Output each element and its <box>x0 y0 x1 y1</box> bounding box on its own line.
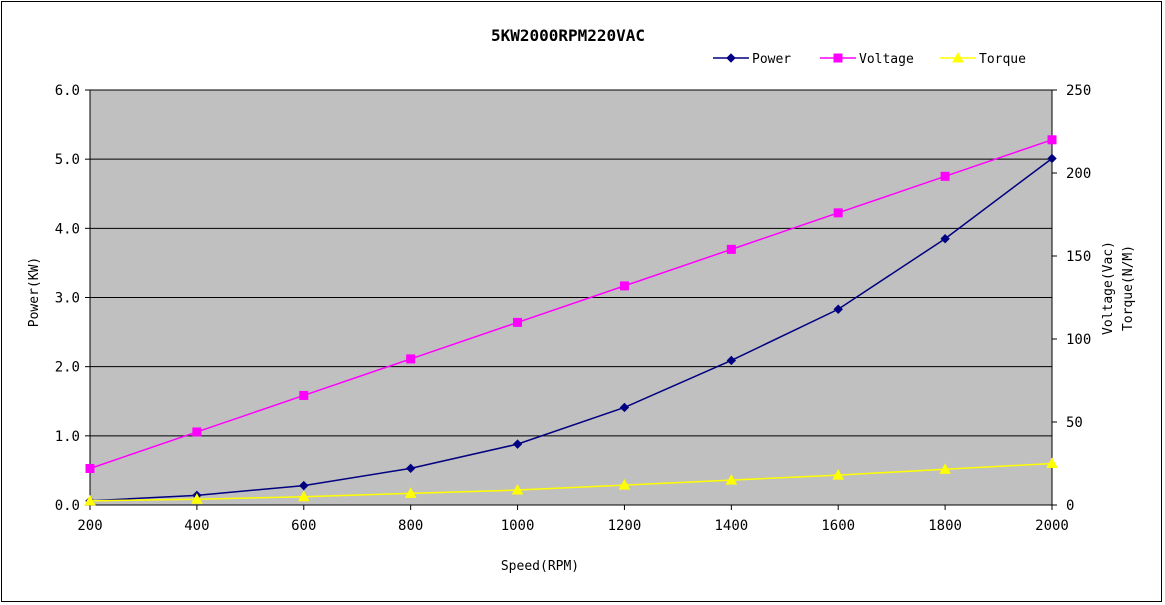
y2-tick-label: 0 <box>1066 498 1074 514</box>
voltage-point <box>619 281 629 291</box>
y-tick-label: 5.0 <box>55 152 80 168</box>
torque-point <box>404 487 417 498</box>
x-axis: 200 400 600 800 1000 1200 1400 1600 1800 2000 <box>77 504 1069 534</box>
y-axis-label-right-voltage: Voltage(Vac) <box>1101 241 1116 335</box>
y2-tick-label: 150 <box>1066 249 1091 265</box>
voltage-point <box>940 171 950 181</box>
x-tick-label: 1800 <box>928 518 962 534</box>
torque-point <box>297 490 310 502</box>
x-tick-label: 1000 <box>501 518 535 534</box>
power-point <box>726 355 737 366</box>
series-layer <box>84 135 1058 506</box>
legend-swatch-marker <box>726 53 736 63</box>
gridlines <box>90 89 1052 437</box>
x-axis-label: Speed(RPM) <box>501 559 579 574</box>
y2-tick-label: 50 <box>1066 415 1083 431</box>
x-tick-label: 1400 <box>714 518 748 534</box>
voltage-line <box>89 139 1053 470</box>
x-tick-label: 400 <box>184 518 209 534</box>
voltage-point <box>406 354 416 364</box>
torque-point <box>511 484 524 495</box>
y2-tick-label: 100 <box>1066 332 1091 348</box>
power-point <box>299 480 309 491</box>
y-tick-label: 3.0 <box>55 291 80 307</box>
x-tick-label: 2000 <box>1035 518 1069 534</box>
torque-line <box>89 462 1053 502</box>
y-axis-label-left: Power(KW) <box>27 257 42 327</box>
x-tick-label: 800 <box>398 518 423 534</box>
x-tick-label: 600 <box>291 518 316 534</box>
y-tick-label: 6.0 <box>55 83 80 99</box>
power-line <box>89 157 1053 502</box>
torque-point <box>191 493 203 504</box>
legend-item-torque: Torque <box>940 51 1026 67</box>
torque-point <box>618 479 631 490</box>
voltage-point <box>299 390 309 400</box>
y-axis-label-right-torque: Torque(N/M) <box>1121 245 1136 331</box>
legend-swatch-marker <box>833 53 843 63</box>
voltage-point <box>833 208 843 218</box>
y2-tick-label: 200 <box>1066 166 1091 182</box>
chart-title: 5KW2000RPM220VAC <box>491 26 645 45</box>
legend-item-power: Power <box>713 52 791 67</box>
power-point <box>405 463 416 474</box>
voltage-point <box>1047 135 1057 145</box>
y-tick-label: 2.0 <box>55 360 80 376</box>
torque-point <box>725 474 738 485</box>
y-axis-right: 0 50 100 150 200 250 <box>1051 83 1091 514</box>
y-tick-label: 1.0 <box>55 429 80 445</box>
x-tick-label: 1200 <box>608 518 642 534</box>
x-tick-label: 200 <box>77 518 102 534</box>
torque-point <box>1046 457 1058 468</box>
legend-swatch-marker <box>952 51 964 63</box>
y-axis-left: 0.0 1.0 2.0 3.0 4.0 5.0 6.0 <box>55 83 91 514</box>
series-power <box>85 153 1057 506</box>
y2-tick-label: 250 <box>1066 83 1091 99</box>
torque-point <box>832 469 845 480</box>
x-tick-label: 1600 <box>821 518 855 534</box>
legend-label: Power <box>752 52 791 67</box>
power-point <box>619 402 630 413</box>
series-torque <box>84 457 1058 506</box>
power-point <box>833 304 843 314</box>
legend-label: Voltage <box>859 52 914 67</box>
voltage-point <box>513 317 523 327</box>
voltage-point <box>726 244 736 254</box>
power-point <box>1047 153 1057 164</box>
power-point <box>940 234 950 244</box>
torque-point <box>84 494 96 506</box>
voltage-point <box>192 427 202 437</box>
y-tick-label: 0.0 <box>55 498 80 514</box>
legend-item-voltage: Voltage <box>820 52 914 67</box>
series-voltage <box>85 135 1057 473</box>
legend: Power Voltage Torque <box>713 51 1026 67</box>
power-point <box>512 439 523 449</box>
y-tick-label: 4.0 <box>55 221 80 237</box>
voltage-point <box>85 463 95 473</box>
torque-point <box>939 463 951 474</box>
legend-label: Torque <box>979 52 1026 67</box>
